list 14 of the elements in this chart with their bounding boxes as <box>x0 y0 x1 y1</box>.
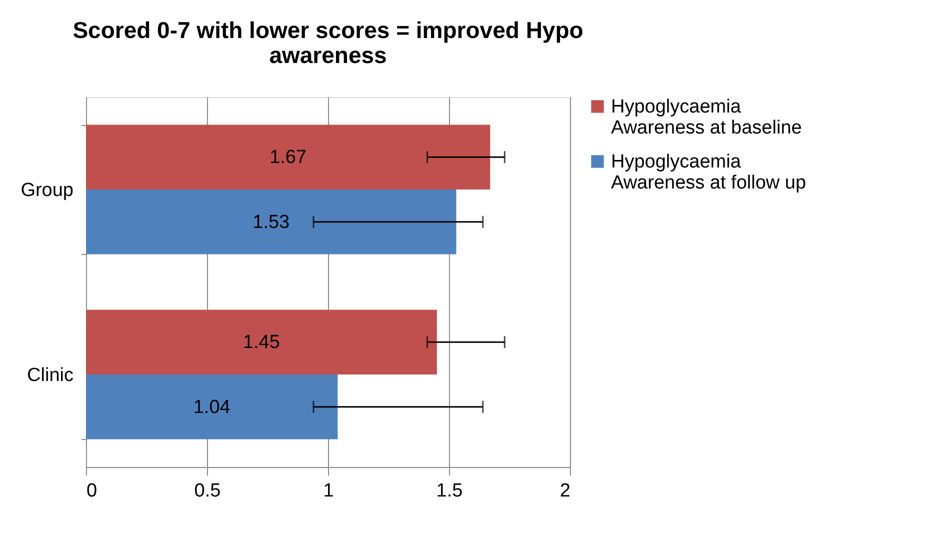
x-tick-label: 2 <box>560 480 570 502</box>
x-tick-label: 0.5 <box>194 480 221 502</box>
data-label: 1.04 <box>193 396 231 418</box>
x-tick-label: 0 <box>86 480 98 502</box>
x-tick-label: 1.5 <box>436 480 463 502</box>
y-tick-label: Group <box>20 180 74 201</box>
chart-title: Scored 0-7 with lower scores = improved Hypo awareness <box>72 17 584 68</box>
y-tick-label: Clinic <box>27 365 74 386</box>
data-label: 1.45 <box>242 332 280 354</box>
data-label: 1.53 <box>252 212 290 233</box>
data-label: 1.67 <box>270 147 307 168</box>
x-tick-label: 1 <box>323 480 334 502</box>
legend-label: Hypoglycaemia Awareness at baseline <box>611 96 802 138</box>
legend-label: Hypoglycaemia Awareness at follow up <box>611 152 806 194</box>
